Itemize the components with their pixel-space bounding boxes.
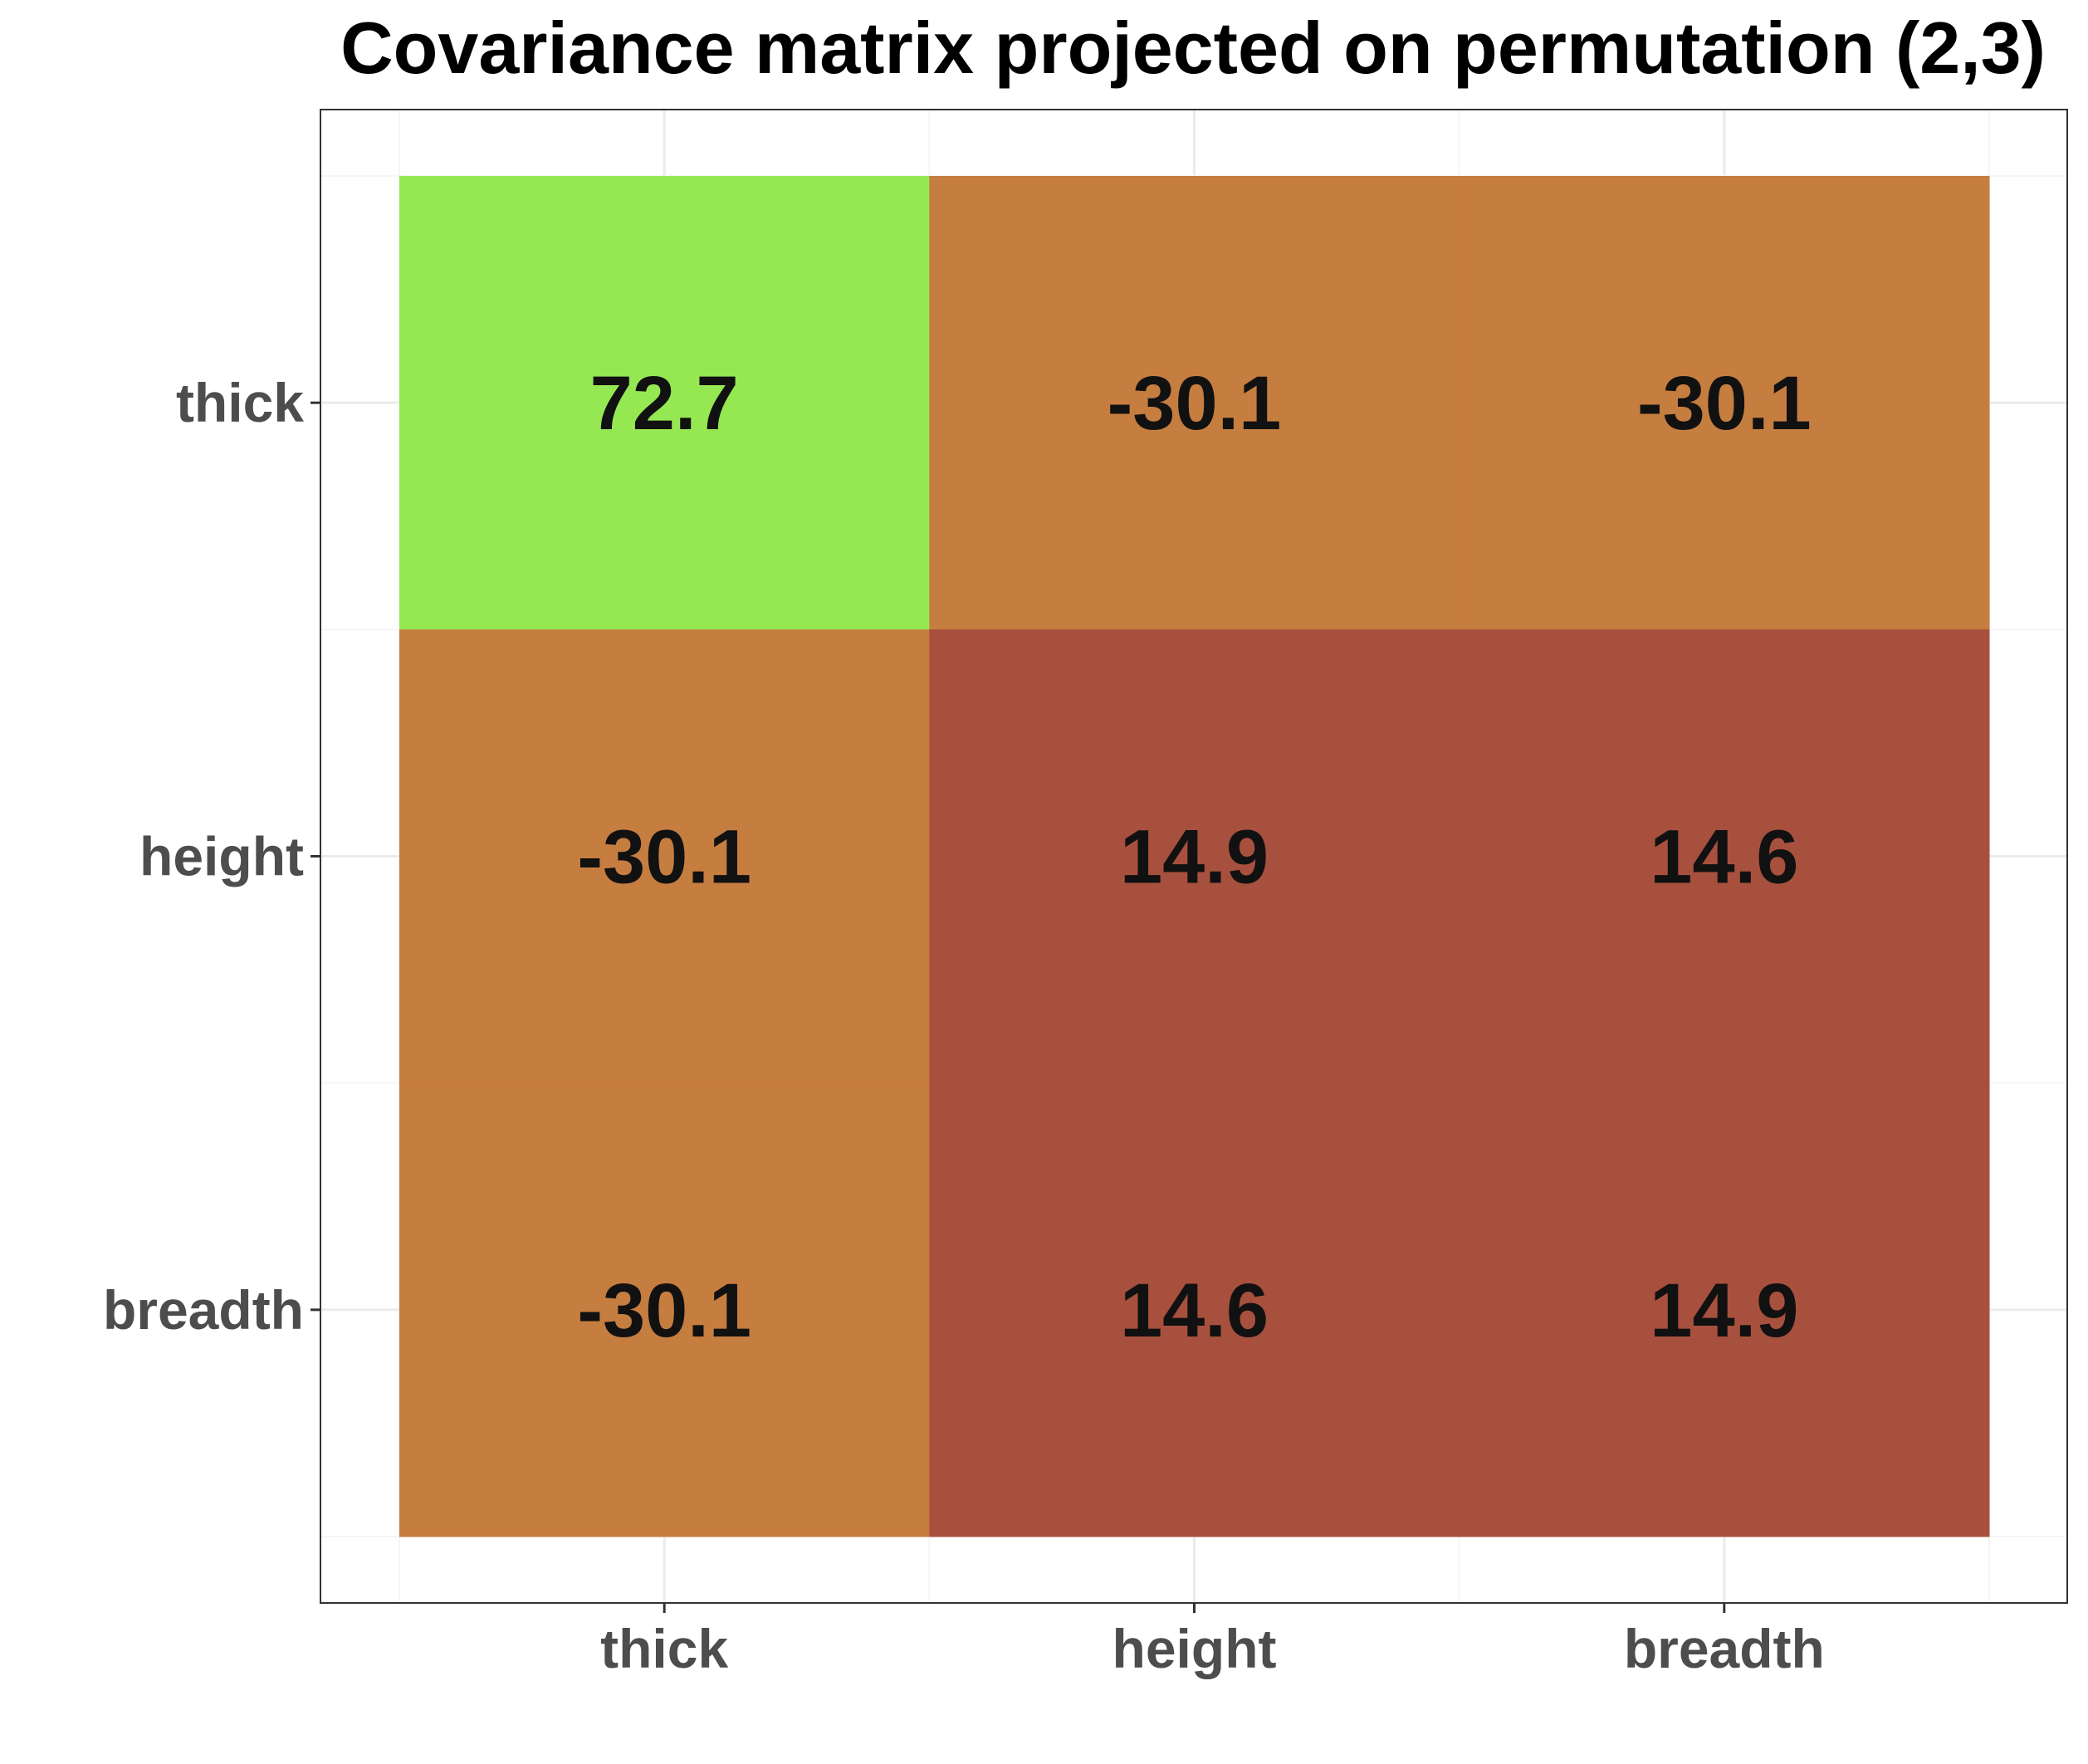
cell-value-label: 14.6	[1120, 1268, 1269, 1353]
chart-title: Covariance matrix projected on permutati…	[340, 7, 2046, 89]
x-tick-label-height: height	[1112, 1618, 1277, 1679]
heatmap-cell-breadth-breadth	[1459, 1082, 1990, 1537]
heatmap-cell-height-breadth	[1459, 629, 1990, 1084]
x-axis: thick height breadth	[600, 1603, 1825, 1679]
heatmap-cell-thick-thick	[399, 176, 930, 630]
x-tick-label-breadth: breadth	[1624, 1618, 1825, 1679]
y-axis: thick height breadth	[103, 372, 320, 1341]
y-tick-label-breadth: breadth	[103, 1279, 304, 1341]
cell-value-label: 14.9	[1650, 1268, 1798, 1353]
heatmap-cell-height-height	[929, 629, 1460, 1084]
heatmap-cells	[399, 176, 1990, 1537]
x-tick-label-thick: thick	[600, 1618, 728, 1679]
heatmap-cell-thick-breadth	[1459, 176, 1990, 630]
cell-value-label: -30.1	[577, 1268, 751, 1353]
cell-value-label: -30.1	[1108, 361, 1282, 446]
cell-value-label: 14.9	[1120, 815, 1269, 900]
heatmap-cell-thick-height	[929, 176, 1460, 630]
y-tick-label-thick: thick	[176, 372, 304, 433]
cell-value-label: -30.1	[1637, 361, 1812, 446]
cell-value-label: -30.1	[577, 815, 751, 900]
cell-value-label: 14.6	[1650, 815, 1798, 900]
heatmap-cell-breadth-thick	[399, 1082, 930, 1537]
y-tick-label-height: height	[139, 826, 304, 887]
cell-value-label: 72.7	[590, 361, 739, 446]
heatmap-cell-height-thick	[399, 629, 930, 1084]
cell-value-labels: 72.7 -30.1 -30.1 -30.1 14.9 14.6 -30.1 14.6 14.9	[577, 361, 1811, 1353]
heatmap-cell-breadth-height	[929, 1082, 1460, 1537]
